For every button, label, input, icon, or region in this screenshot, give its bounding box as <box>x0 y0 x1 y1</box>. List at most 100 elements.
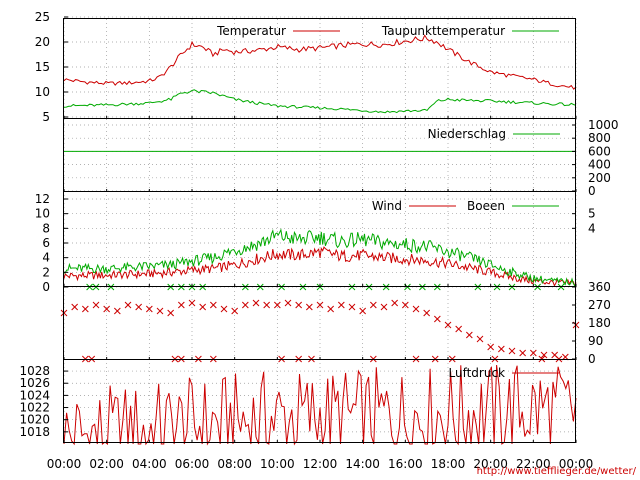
legend-label-wind: Wind <box>372 199 402 213</box>
wind-direction-point <box>444 321 452 329</box>
wind-direction-point <box>167 309 175 317</box>
wind-direction-point <box>529 349 537 357</box>
legend-niederschlag: Niederschlag <box>428 127 560 141</box>
y-tick-label: 5 <box>42 110 50 124</box>
series-line-luftdruck <box>63 364 577 446</box>
wind-direction-point <box>145 305 153 313</box>
wind-direction-point <box>465 331 473 339</box>
wind-direction-point <box>71 303 79 311</box>
wind-direction-point <box>540 351 548 359</box>
legend-label-boeen: Boeen <box>467 199 505 213</box>
y-tick-label-right: 600 <box>588 144 611 158</box>
legend-boeen: Boeen <box>467 199 559 213</box>
series-line-temperatur <box>63 34 577 90</box>
y-tick-label: 4 <box>42 251 50 265</box>
x-tick-label: 02:00 <box>89 457 124 471</box>
y-tick-label: 2 <box>42 265 50 279</box>
x-tick-label: 04:00 <box>132 457 167 471</box>
y-tick-label: 1028 <box>19 364 50 378</box>
x-tick-label: 14:00 <box>345 457 380 471</box>
wind-direction-point <box>455 325 463 333</box>
y-tick-label-right: 0 <box>588 184 596 198</box>
y-tick-label: 15 <box>35 60 50 74</box>
wind-direction-point <box>295 301 303 309</box>
legend-luftdruck: Luftdruck <box>448 366 559 380</box>
ticks <box>63 16 577 443</box>
wind-direction-point <box>188 299 196 307</box>
wind-direction-point <box>487 343 495 351</box>
y-tick-label: 12 <box>35 192 50 206</box>
wind-direction-point <box>433 315 441 323</box>
wind-direction-point <box>337 301 345 309</box>
legend-label-taupunkttemperatur: Taupunkttemperatur <box>381 24 505 38</box>
x-tick-label: 00:00 <box>559 457 594 471</box>
tick-labels: 00:00 02:00 04:00 06:00 08:00 10:00 12:00 14:00… <box>19 10 618 471</box>
y-tick-label: 10 <box>35 85 50 99</box>
legends: Temperatur Taupunkttemperatur Niederschl… <box>216 24 560 380</box>
wind-direction-point <box>401 301 409 309</box>
y-tick-label: 1026 <box>19 376 50 390</box>
wind-direction-point <box>220 305 228 313</box>
wind-direction-point <box>508 347 516 355</box>
legend-label-temperatur: Temperatur <box>216 24 286 38</box>
wind-direction-point <box>497 345 505 353</box>
y-tick-label: 1024 <box>19 388 50 402</box>
x-tick-label: 08:00 <box>217 457 252 471</box>
wind-direction-point <box>177 301 185 309</box>
x-tick-label: 16:00 <box>388 457 423 471</box>
wind-direction-point <box>412 305 420 313</box>
wind-direction-point <box>369 301 377 309</box>
source-url[interactable]: http://www.tiefflieger.de/wetter/ <box>477 466 637 477</box>
y-tick-label: 0 <box>42 280 50 294</box>
wind-direction-point <box>241 301 249 309</box>
wind-direction-point <box>316 301 324 309</box>
wind-direction-point <box>327 305 335 313</box>
y-tick-label: 25 <box>35 10 50 24</box>
y-tick-label-right: 800 <box>588 131 611 145</box>
y-tick-label-right: 180 <box>588 316 611 330</box>
series-line-boeen <box>63 228 577 287</box>
y-tick-label-right: 90 <box>588 334 603 348</box>
wind-direction-point <box>231 307 239 315</box>
wind-direction-point <box>135 303 143 311</box>
wind-direction-point <box>359 307 367 315</box>
wind-direction-point <box>348 303 356 311</box>
y-tick-label: 6 <box>42 236 50 250</box>
wind-direction-point <box>199 303 207 311</box>
wind-direction-point <box>380 303 388 311</box>
wind-direction-point <box>124 301 132 309</box>
y-tick-label: 1018 <box>19 425 50 439</box>
x-tick-label: 18:00 <box>431 457 466 471</box>
x-tick-label: 22:00 <box>516 457 551 471</box>
wind-direction-point <box>103 305 111 313</box>
y-tick-label: 1022 <box>19 401 50 415</box>
wind-direction-point <box>81 305 89 313</box>
wind-direction-point <box>92 301 100 309</box>
series-line-wind <box>63 246 577 288</box>
y-tick-label-right: 4 <box>588 221 596 235</box>
legend-label-luftdruck: Luftdruck <box>448 366 505 380</box>
legend-wind: Wind <box>372 199 456 213</box>
wind-direction-point <box>423 309 431 317</box>
y-tick-label: 10 <box>35 207 50 221</box>
legend-label-niederschlag: Niederschlag <box>428 127 506 141</box>
y-tick-label-right: 400 <box>588 158 611 172</box>
y-tick-label-right: 200 <box>588 171 611 185</box>
x-tick-label: 00:00 <box>47 457 82 471</box>
wind-direction-point <box>113 307 121 315</box>
y-tick-label: 20 <box>35 35 50 49</box>
wind-direction-point <box>305 303 313 311</box>
wind-direction-point <box>209 301 217 309</box>
legend-temperatur: Temperatur <box>216 24 340 38</box>
y-tick-label-right: 360 <box>588 280 611 294</box>
x-tick-label: 10:00 <box>260 457 295 471</box>
y-tick-label-right: 5 <box>588 207 596 221</box>
wind-direction-point <box>263 301 271 309</box>
wind-direction-point <box>519 349 527 357</box>
wind-direction-point <box>284 299 292 307</box>
wind-direction-point <box>252 299 260 307</box>
y-tick-label-right: 270 <box>588 298 611 312</box>
x-tick-label: 06:00 <box>175 457 210 471</box>
wind-direction-point <box>156 307 164 315</box>
